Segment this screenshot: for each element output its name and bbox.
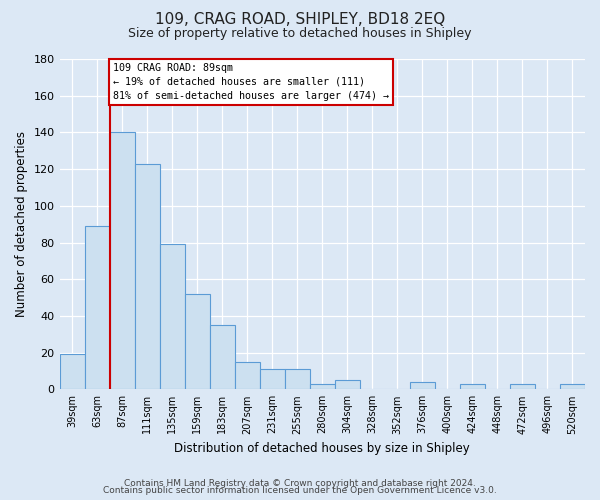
Bar bbox=[410, 382, 435, 390]
Bar bbox=[85, 226, 110, 390]
Bar bbox=[560, 384, 585, 390]
Text: Contains public sector information licensed under the Open Government Licence v3: Contains public sector information licen… bbox=[103, 486, 497, 495]
Bar bbox=[185, 294, 209, 390]
Bar bbox=[460, 384, 485, 390]
Bar bbox=[310, 384, 335, 390]
Bar bbox=[510, 384, 535, 390]
Bar bbox=[110, 132, 134, 390]
X-axis label: Distribution of detached houses by size in Shipley: Distribution of detached houses by size … bbox=[175, 442, 470, 455]
Text: Contains HM Land Registry data © Crown copyright and database right 2024.: Contains HM Land Registry data © Crown c… bbox=[124, 478, 476, 488]
Bar bbox=[209, 325, 235, 390]
Bar bbox=[160, 244, 185, 390]
Bar bbox=[235, 362, 260, 390]
Bar bbox=[335, 380, 360, 390]
Bar bbox=[134, 164, 160, 390]
Text: 109 CRAG ROAD: 89sqm
← 19% of detached houses are smaller (111)
81% of semi-deta: 109 CRAG ROAD: 89sqm ← 19% of detached h… bbox=[113, 62, 389, 100]
Bar bbox=[260, 369, 285, 390]
Text: 109, CRAG ROAD, SHIPLEY, BD18 2EQ: 109, CRAG ROAD, SHIPLEY, BD18 2EQ bbox=[155, 12, 445, 28]
Bar bbox=[285, 369, 310, 390]
Bar bbox=[59, 354, 85, 390]
Text: Size of property relative to detached houses in Shipley: Size of property relative to detached ho… bbox=[128, 28, 472, 40]
Y-axis label: Number of detached properties: Number of detached properties bbox=[15, 131, 28, 317]
